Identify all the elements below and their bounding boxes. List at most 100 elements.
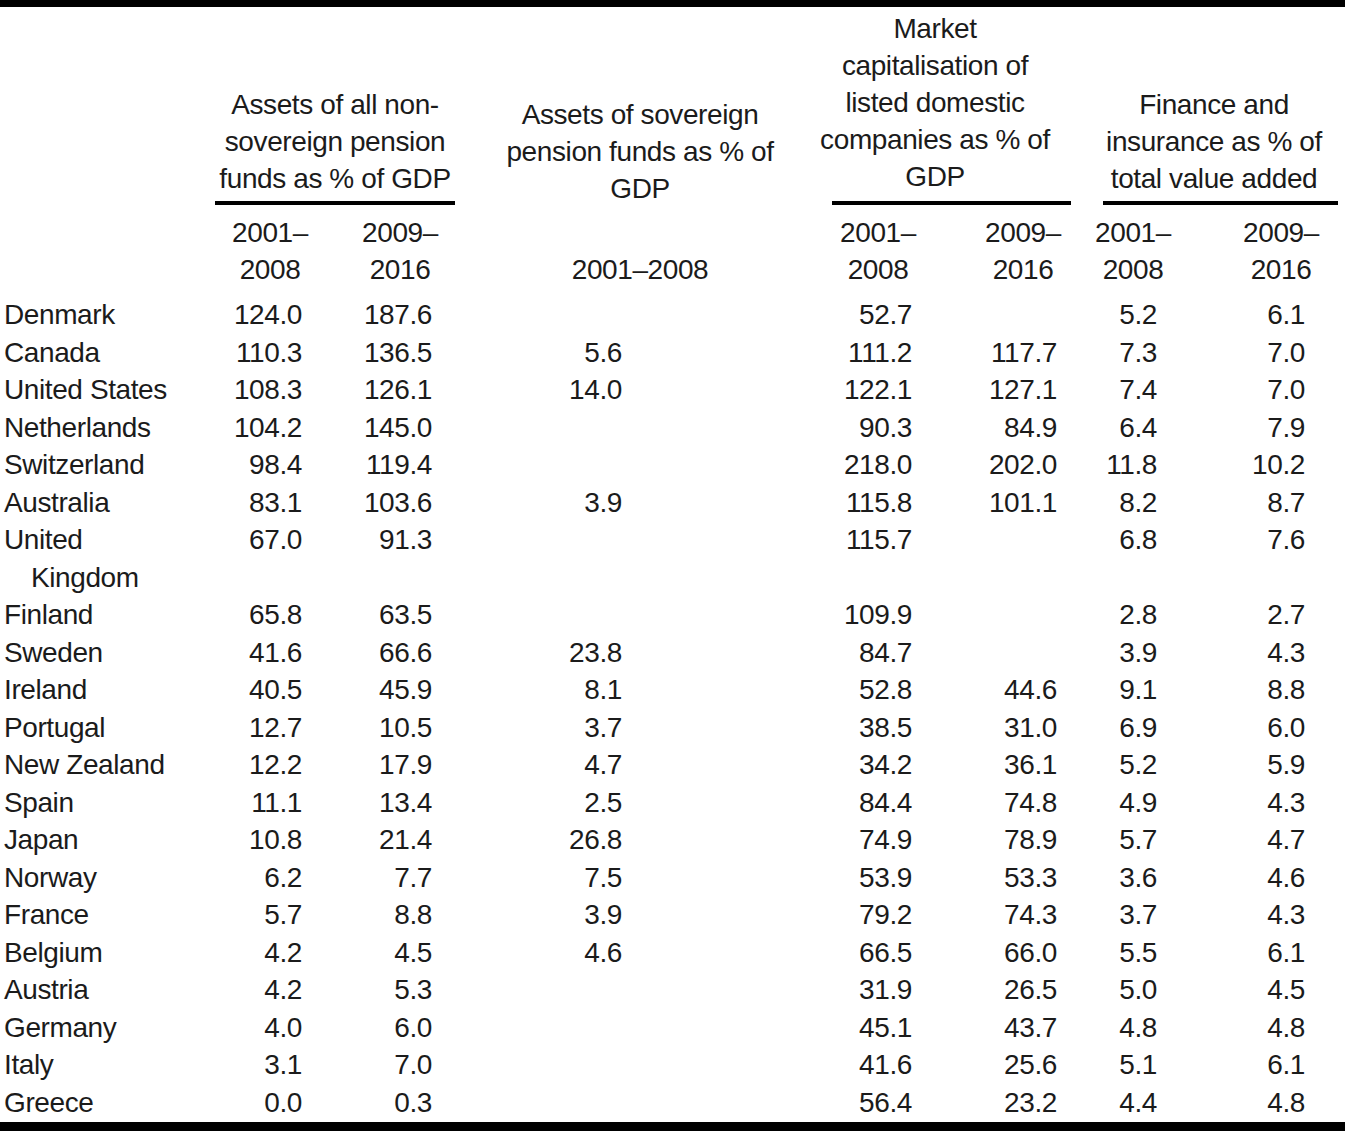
table-row: Spain 11.1 13.4 2.5 84.4 74.8 4.9 4.3 [0,784,1305,822]
value-cell: 5.5 [1057,934,1157,972]
table-row: Australia 83.1 103.6 3.9 115.8 101.1 8.2… [0,484,1305,522]
value-cell: 7.0 [1157,334,1305,372]
value-cell: 66.6 [302,634,432,672]
value-cell: 11.1 [165,784,302,822]
value-cell: 4.6 [432,934,622,972]
subcolumn-header: 2009– 2016 [1233,214,1329,288]
value-cell: 41.6 [622,1046,912,1084]
value-cell: 90.3 [622,409,912,447]
value-cell: 9.1 [1057,671,1157,709]
period-label: 2001– [222,214,318,251]
table-row: New Zealand 12.2 17.9 4.7 34.2 36.1 5.2 … [0,746,1305,784]
period-label: 2008 [830,251,926,288]
country-cell: Canada [0,334,165,372]
value-cell: 6.8 [1057,521,1157,596]
value-cell: 104.2 [165,409,302,447]
value-cell: 127.1 [912,371,1057,409]
group-title-line: funds as % of GDP [190,160,480,197]
value-cell: 74.9 [622,821,912,859]
value-cell: 3.1 [165,1046,302,1084]
value-cell: 5.1 [1057,1046,1157,1084]
group-title-line: Finance and [1088,86,1340,123]
period-label: 2009– [975,214,1071,251]
value-cell: 36.1 [912,746,1057,784]
value-cell: 53.3 [912,859,1057,897]
value-cell [912,596,1057,634]
value-cell: 84.9 [912,409,1057,447]
country-cell: UnitedKingdom [0,521,165,596]
group-title-line: Assets of all non- [190,86,480,123]
value-cell: 67.0 [165,521,302,596]
value-cell: 45.1 [622,1009,912,1047]
value-cell: 6.1 [1157,296,1305,334]
value-cell: 4.7 [432,746,622,784]
country-cell: Sweden [0,634,165,672]
value-cell: 5.6 [432,334,622,372]
period-label: 2016 [1233,251,1329,288]
table-row: Germany 4.0 6.0 45.1 43.7 4.8 4.8 [0,1009,1305,1047]
value-cell: 8.7 [1157,484,1305,522]
table-page: Assets of all non- sovereign pension fun… [0,0,1345,1134]
country-cell: Belgium [0,934,165,972]
value-cell: 83.1 [165,484,302,522]
country-cell: Japan [0,821,165,859]
value-cell: 4.3 [1157,896,1305,934]
value-cell: 103.6 [302,484,432,522]
value-cell: 12.2 [165,746,302,784]
country-cell: Finland [0,596,165,634]
value-cell: 31.9 [622,971,912,1009]
value-cell: 8.8 [302,896,432,934]
value-cell [912,296,1057,334]
value-cell: 41.6 [165,634,302,672]
value-cell: 78.9 [912,821,1057,859]
period-label: 2009– [1233,214,1329,251]
country-cell: Italy [0,1046,165,1084]
value-cell: 7.0 [1157,371,1305,409]
table-row: Ireland 40.5 45.9 8.1 52.8 44.6 9.1 8.8 [0,671,1305,709]
value-cell: 7.5 [432,859,622,897]
value-cell: 38.5 [622,709,912,747]
period-label: 2016 [352,251,448,288]
value-cell: 3.9 [1057,634,1157,672]
value-cell: 111.2 [622,334,912,372]
value-cell [432,1046,622,1084]
value-cell: 14.0 [432,371,622,409]
table-row: Italy 3.1 7.0 41.6 25.6 5.1 6.1 [0,1046,1305,1084]
country-cell: Switzerland [0,446,165,484]
value-cell: 65.8 [165,596,302,634]
value-cell: 10.2 [1157,446,1305,484]
value-cell: 12.7 [165,709,302,747]
value-cell: 25.6 [912,1046,1057,1084]
value-cell: 23.8 [432,634,622,672]
value-cell: 31.0 [912,709,1057,747]
value-cell: 53.9 [622,859,912,897]
group-title-line: insurance as % of [1088,123,1340,160]
country-cell: Norway [0,859,165,897]
value-cell: 3.9 [432,896,622,934]
value-cell: 45.9 [302,671,432,709]
value-cell: 4.2 [165,971,302,1009]
value-cell: 98.4 [165,446,302,484]
column-group-header-sovereign: Assets of sovereign pension funds as % o… [450,96,830,207]
value-cell: 4.3 [1157,784,1305,822]
value-cell: 115.8 [622,484,912,522]
value-cell [432,1084,622,1122]
value-cell: 4.4 [1057,1084,1157,1122]
group-title-line: capitalisation of [790,47,1080,84]
value-cell: 4.9 [1057,784,1157,822]
value-cell: 8.8 [1157,671,1305,709]
value-cell: 2.5 [432,784,622,822]
country-cell: Denmark [0,296,165,334]
value-cell: 6.1 [1157,1046,1305,1084]
period-label: 2008 [222,251,318,288]
country-cell: Portugal [0,709,165,747]
value-cell: 74.3 [912,896,1057,934]
group-title-line: companies as % of [790,121,1080,158]
value-cell: 218.0 [622,446,912,484]
value-cell: 5.7 [165,896,302,934]
table-row: Norway 6.2 7.7 7.5 53.9 53.3 3.6 4.6 [0,859,1305,897]
table-row: Belgium 4.2 4.5 4.6 66.5 66.0 5.5 6.1 [0,934,1305,972]
value-cell: 7.6 [1157,521,1305,596]
value-cell: 6.4 [1057,409,1157,447]
value-cell: 7.9 [1157,409,1305,447]
